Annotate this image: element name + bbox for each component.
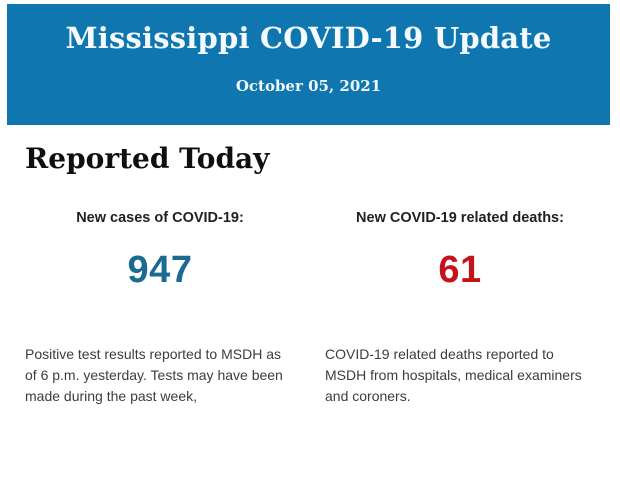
deaths-description: COVID-19 related deaths reported to MSDH… [325,346,582,404]
newsletter-date: October 05, 2021 [235,77,382,95]
stats-row: New cases of COVID-19: 947 Positive test… [25,209,595,407]
deaths-label: New COVID-19 related deaths: [356,210,564,226]
main-content: Reported Today New cases of COVID-19: 94… [0,125,620,407]
cases-description: Positive test results reported to MSDH a… [25,346,283,404]
deaths-value: 61 [438,249,482,291]
section-heading: Reported Today [25,142,270,175]
cases-value: 947 [127,249,193,291]
header-banner: Mississippi COVID-19 Update October 05, … [7,4,610,125]
stat-column-cases: New cases of COVID-19: 947 Positive test… [25,209,295,407]
stat-column-deaths: New COVID-19 related deaths: 61 COVID-19… [325,209,595,407]
newsletter-title: Mississippi COVID-19 Update [65,21,552,55]
cases-label: New cases of COVID-19: [76,210,244,226]
